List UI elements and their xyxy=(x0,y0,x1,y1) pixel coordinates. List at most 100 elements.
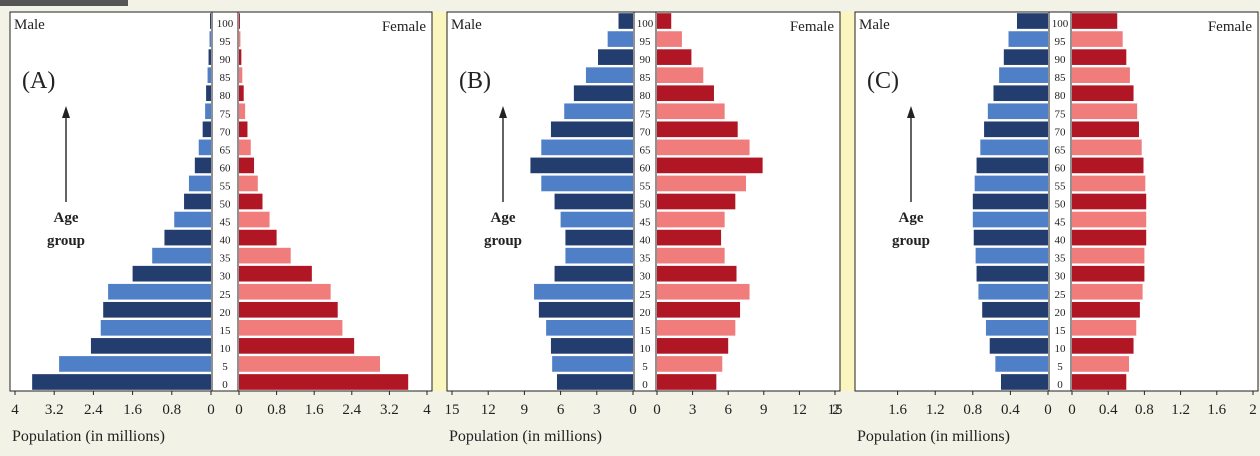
age-tick-label: 0 xyxy=(1057,379,1063,391)
age-tick-label: 95 xyxy=(220,36,232,48)
male-bar xyxy=(985,320,1048,336)
female-bar xyxy=(1072,121,1139,138)
male-bar xyxy=(1001,374,1048,390)
male-bar xyxy=(598,49,633,65)
age-tick-label: 55 xyxy=(220,180,232,192)
male-bar xyxy=(972,193,1048,210)
male-bar xyxy=(174,211,211,228)
male-bar xyxy=(976,157,1048,174)
male-bar xyxy=(194,157,211,174)
female-bar xyxy=(657,320,736,336)
age-tick-label: 70 xyxy=(1055,126,1067,138)
male-tick-label: 0.4 xyxy=(1001,402,1020,418)
male-bar xyxy=(565,247,633,264)
age-tick-label: 10 xyxy=(1055,343,1067,355)
female-bar xyxy=(657,67,704,83)
male-tick-label: 1.6 xyxy=(123,402,142,418)
age-tick-label: 85 xyxy=(640,72,652,84)
age-tick-label: 20 xyxy=(640,307,652,319)
female-bar xyxy=(657,265,737,282)
male-bar xyxy=(59,356,211,372)
male-bar xyxy=(164,229,211,246)
age-tick-label: 10 xyxy=(220,343,232,355)
male-bar xyxy=(973,229,1048,246)
age-tick-label: 85 xyxy=(1055,72,1067,84)
female-bar xyxy=(657,193,736,210)
age-tick-label: 40 xyxy=(220,235,232,247)
age-tick-label: 45 xyxy=(1055,217,1067,229)
male-bar xyxy=(585,67,633,83)
age-tick-label: 70 xyxy=(220,126,232,138)
female-bar xyxy=(657,374,717,390)
age-tick-label: 65 xyxy=(640,144,652,156)
male-bar xyxy=(999,67,1048,83)
age-tick-label: 60 xyxy=(220,162,232,174)
x-axis-title: Population (in millions) xyxy=(449,428,602,445)
age-tick-label: 50 xyxy=(640,199,652,211)
female-bar xyxy=(657,338,729,354)
female-bar xyxy=(1072,320,1137,336)
male-bar xyxy=(1003,49,1048,65)
age-tick-label: 35 xyxy=(220,253,232,265)
male-bar xyxy=(554,265,633,282)
age-tick-label: 65 xyxy=(220,144,232,156)
female-label: Female xyxy=(382,19,426,35)
male-bar xyxy=(565,229,633,246)
male-bar xyxy=(556,374,633,390)
male-bar xyxy=(184,193,211,210)
male-bar xyxy=(978,283,1048,300)
male-bar xyxy=(132,265,211,282)
x-axis-title: Population (in millions) xyxy=(857,428,1010,445)
female-bar xyxy=(657,175,746,192)
female-tick-label: 1.2 xyxy=(1171,402,1190,418)
age-tick-label: 15 xyxy=(1055,325,1067,337)
female-bar xyxy=(657,49,692,65)
arrow-up-icon xyxy=(907,106,915,118)
male-tick-label: 12 xyxy=(481,402,496,418)
age-tick-label: 10 xyxy=(640,343,652,355)
female-tick-label: 3 xyxy=(689,402,697,418)
female-tick-label: 0.8 xyxy=(267,402,286,418)
male-tick-label: 0.8 xyxy=(963,402,982,418)
male-tick-label: 1.2 xyxy=(926,402,945,418)
x-axis-title: Population (in millions) xyxy=(12,428,165,445)
female-bar xyxy=(239,31,241,47)
female-bar xyxy=(1072,247,1145,264)
female-tick-label: 4 xyxy=(423,402,431,418)
panel-gap-2 xyxy=(840,12,855,391)
female-tick-label: 15 xyxy=(828,402,843,418)
age-label: Age xyxy=(491,210,516,226)
male-bar xyxy=(541,175,633,192)
male-bar xyxy=(206,85,211,102)
age-label-column xyxy=(1048,11,1072,392)
male-bar xyxy=(546,320,633,336)
female-bar xyxy=(1072,265,1145,282)
female-bar xyxy=(239,139,251,156)
female-bar xyxy=(1072,139,1142,156)
extra-tick-label: 2 xyxy=(832,402,840,418)
male-bar xyxy=(550,338,633,354)
male-tick-label: 3.2 xyxy=(45,402,64,418)
panel-label: (C) xyxy=(867,68,899,94)
female-bar xyxy=(1072,193,1147,210)
male-bar xyxy=(198,139,211,156)
female-tick-label: 9 xyxy=(760,402,768,418)
female-tick-label: 2 xyxy=(1249,402,1257,418)
male-bar xyxy=(538,301,633,318)
male-bar xyxy=(989,338,1048,354)
panel-label: (B) xyxy=(459,68,491,94)
age-tick-label: 95 xyxy=(1055,36,1067,48)
male-bar xyxy=(993,85,1048,102)
age-tick-label: 65 xyxy=(1055,144,1067,156)
male-bar xyxy=(210,13,211,29)
group-label: group xyxy=(892,233,930,249)
female-bar xyxy=(657,103,725,120)
age-tick-label: 30 xyxy=(1055,271,1067,283)
female-bar xyxy=(1072,13,1118,29)
male-label: Male xyxy=(14,17,45,33)
age-tick-label: 5 xyxy=(642,361,648,373)
arrow-up-icon xyxy=(62,106,70,118)
male-bar xyxy=(980,139,1048,156)
age-tick-label: 75 xyxy=(220,108,232,120)
